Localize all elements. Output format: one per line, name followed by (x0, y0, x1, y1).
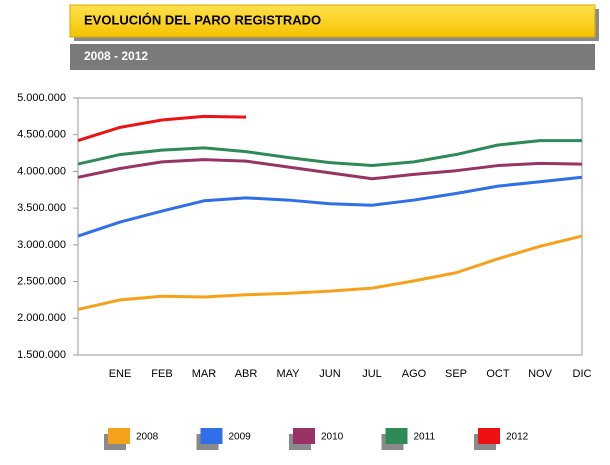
x-tick-label: ABR (235, 368, 258, 380)
series-line (77, 158, 583, 181)
legend-swatch (385, 428, 408, 444)
legend-swatch (108, 428, 130, 444)
x-tick-label: MAY (276, 368, 300, 380)
legend-label: 2011 (414, 432, 436, 443)
legend-label: 2008 (136, 432, 159, 443)
legend-label: 2012 (506, 432, 529, 443)
y-tick-label: 1.500.000 (17, 349, 66, 361)
x-tick-label: ENE (109, 368, 132, 380)
chart-subtitle: 2008 - 2012 (84, 49, 148, 63)
y-tick-label: 2.500.000 (17, 275, 66, 287)
series-line (77, 175, 583, 238)
plot-frame (77, 97, 583, 356)
y-tick-label: 4.500.000 (17, 129, 66, 141)
legend-swatch (200, 428, 223, 444)
x-tick-label: JUL (362, 368, 382, 380)
series-line (77, 114, 247, 143)
x-tick-label: NOV (528, 368, 553, 380)
x-tick-label: DIC (573, 368, 592, 380)
y-tick-label: 5.000.000 (17, 92, 66, 104)
x-tick-label: OCT (486, 368, 510, 380)
subtitle-bar (70, 44, 595, 70)
legend-label: 2010 (321, 432, 344, 443)
x-tick-label: MAR (192, 368, 217, 380)
series-line (77, 139, 582, 168)
series-line (77, 234, 583, 311)
x-tick-label: FEB (151, 368, 172, 380)
x-tick-label: AGO (402, 368, 427, 380)
legend-swatch (293, 428, 315, 444)
x-tick-label: SEP (445, 368, 467, 380)
y-tick-label: 2.000.000 (17, 312, 66, 324)
chart-title: EVOLUCIÓN DEL PARO REGISTRADO (84, 12, 321, 27)
y-tick-label: 4.000.000 (17, 165, 66, 177)
x-tick-label: JUN (319, 368, 340, 380)
y-tick-label: 3.000.000 (17, 239, 66, 251)
y-tick-label: 3.500.000 (17, 202, 66, 214)
legend-swatch (478, 428, 500, 444)
title-bar (69, 4, 596, 38)
legend-label: 2009 (229, 432, 252, 443)
